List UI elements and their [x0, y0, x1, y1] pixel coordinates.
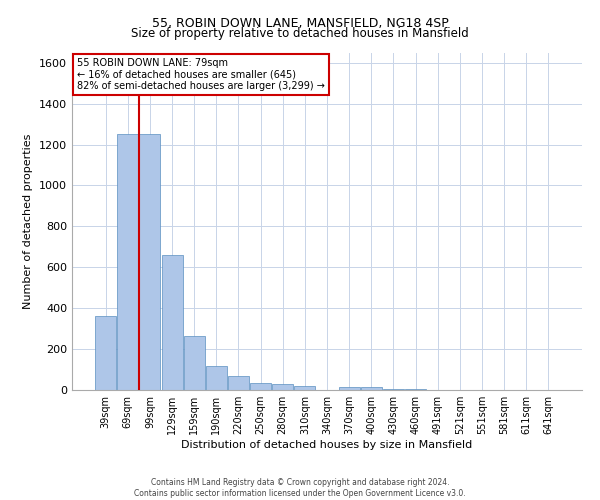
Y-axis label: Number of detached properties: Number of detached properties: [23, 134, 34, 309]
Text: Contains HM Land Registry data © Crown copyright and database right 2024.
Contai: Contains HM Land Registry data © Crown c…: [134, 478, 466, 498]
Bar: [361, 387, 382, 390]
Bar: [161, 255, 182, 390]
Bar: [228, 376, 249, 390]
Text: 55, ROBIN DOWN LANE, MANSFIELD, NG18 4SP: 55, ROBIN DOWN LANE, MANSFIELD, NG18 4SP: [152, 18, 448, 30]
Bar: [338, 387, 359, 390]
Text: 55 ROBIN DOWN LANE: 79sqm
← 16% of detached houses are smaller (645)
82% of semi: 55 ROBIN DOWN LANE: 79sqm ← 16% of detac…: [77, 58, 325, 91]
Bar: [184, 336, 205, 390]
Bar: [250, 383, 271, 390]
X-axis label: Distribution of detached houses by size in Mansfield: Distribution of detached houses by size …: [181, 440, 473, 450]
Text: Size of property relative to detached houses in Mansfield: Size of property relative to detached ho…: [131, 28, 469, 40]
Bar: [139, 134, 160, 390]
Bar: [118, 134, 139, 390]
Bar: [206, 366, 227, 390]
Bar: [95, 316, 116, 390]
Bar: [383, 389, 404, 390]
Bar: [295, 386, 316, 390]
Bar: [272, 384, 293, 390]
